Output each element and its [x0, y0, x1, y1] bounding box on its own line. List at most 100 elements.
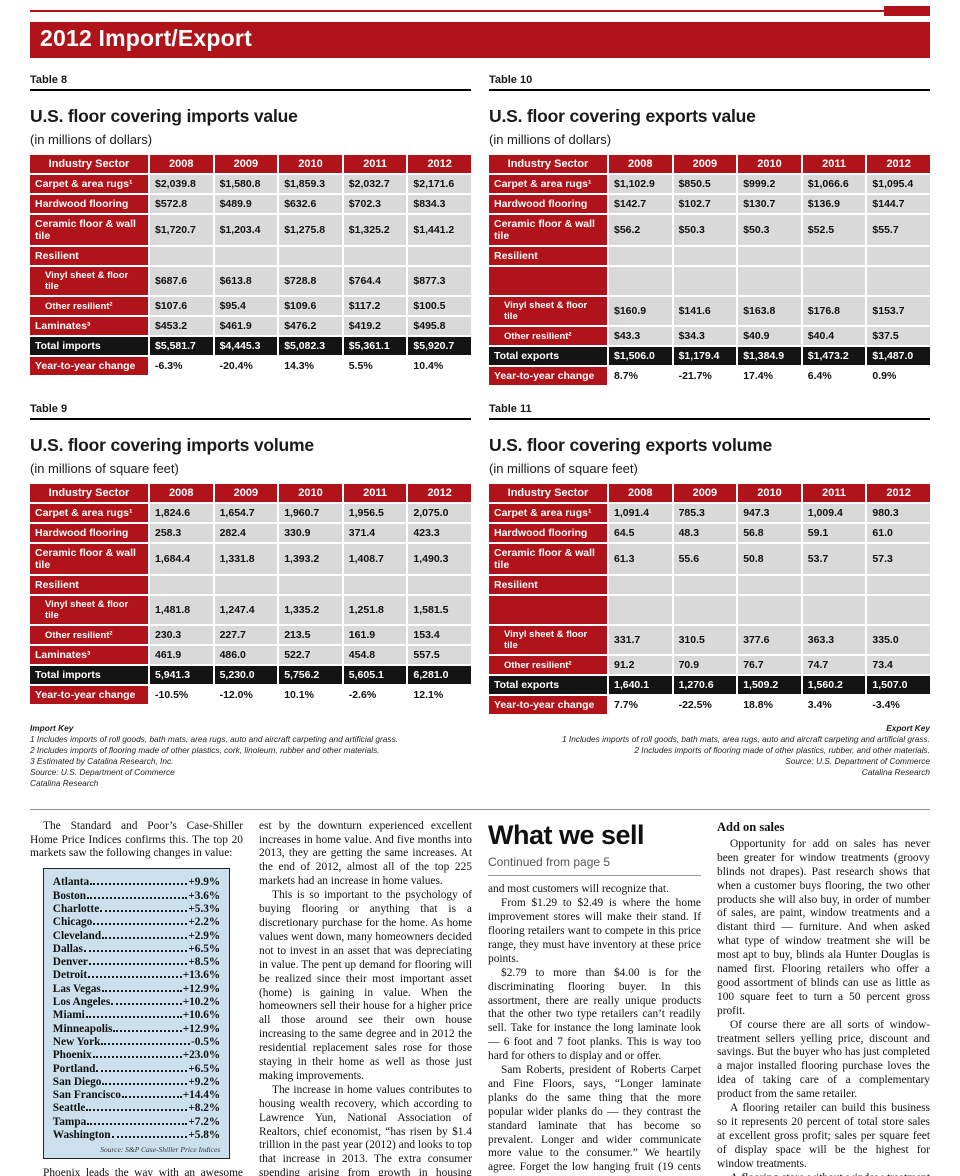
data-cell: 423.3 [408, 524, 471, 542]
city-change-value: +23.0% [182, 1049, 221, 1062]
data-cell: $1,441.2 [408, 215, 471, 245]
data-cell: 10.1% [279, 686, 342, 704]
data-cell: $50.3 [738, 215, 801, 245]
article-paragraph: Sam Roberts, president of Roberts Carpet… [488, 1064, 701, 1176]
city-name: Minneapolis [52, 1022, 113, 1035]
column-header-year: 2011 [343, 155, 407, 173]
data-cell: $40.9 [738, 327, 801, 345]
data-cell: -22.5% [673, 696, 737, 714]
column-header-year: 2009 [214, 484, 278, 502]
table-title: U.S. floor covering exports volume [489, 435, 772, 455]
row-label-carpet-area-rugs: Carpet & area rugs¹ [489, 175, 607, 193]
data-cell: 522.7 [279, 646, 342, 664]
dot-leader [85, 1016, 182, 1019]
city-name: New York [52, 1035, 101, 1048]
dot-leader [88, 976, 182, 979]
row-label-vinyl-sheet-floor-tile: Vinyl sheet & floor tile [489, 297, 607, 325]
row-label-carpet-area-rugs: Carpet & area rugs¹ [30, 175, 148, 193]
dot-leader [100, 909, 188, 912]
export-key-line: Catalina Research [861, 766, 930, 777]
city-change-value: +10.6% [182, 1009, 221, 1022]
dot-leader [101, 989, 182, 992]
data-cell: 371.4 [343, 524, 407, 542]
row-label-hardwood-flooring: Hardwood flooring [489, 524, 607, 542]
article-section: The Standard and Poor’s Case-Shiller Hom… [30, 820, 930, 1176]
data-cell: -10.5% [150, 686, 213, 704]
city-row: Atlanta +9.9% [53, 876, 220, 889]
dot-leader [83, 949, 188, 952]
city-name: Los Angeles [52, 996, 111, 1009]
footnote-keys: Import Key 1 Includes imports of roll go… [30, 723, 930, 789]
row-label-ceramic-floor-wall-tile: Ceramic floor & wall tile [30, 544, 148, 574]
data-cell: 0.9% [867, 367, 930, 385]
table-grid: Industry Sector 2008 2009 2010 2011 2012 Carpe… [489, 155, 930, 385]
table-11-exports-volume: Table 11 U.S. floor covering exports vol… [489, 403, 930, 714]
column-header-year: 2008 [609, 155, 672, 173]
row-label-other-resilient: Other resilient² [30, 626, 148, 644]
data-cell: $489.9 [214, 195, 278, 213]
data-cell: $34.3 [673, 327, 737, 345]
article-paragraph: Phoenix leads the way with an awesome +2… [43, 1167, 243, 1176]
data-cell: $1,859.3 [279, 175, 342, 193]
data-cell: $56.2 [609, 215, 672, 245]
data-cell: 1,393.2 [279, 544, 342, 574]
data-cell: $461.9 [214, 317, 278, 335]
import-key-title: Import Key [30, 723, 74, 733]
city-change-value: +13.6% [182, 969, 221, 982]
data-cell: 486.0 [214, 646, 278, 664]
data-cell: $999.2 [738, 175, 801, 193]
column-header-year: 2011 [802, 484, 866, 502]
data-cell: $476.2 [279, 317, 342, 335]
article-column-4: Add on sales Opportunity for add on sale… [717, 820, 930, 1176]
data-cell [867, 267, 930, 295]
data-cell: $1,580.8 [214, 175, 278, 193]
data-cell [867, 247, 930, 265]
column-header-year: 2008 [609, 484, 672, 502]
row-label-ceramic-floor-wall-tile: Ceramic floor & wall tile [30, 215, 148, 245]
column-header-year: 2010 [738, 155, 801, 173]
data-cell: 12.1% [408, 686, 471, 704]
data-cell: 1,560.2 [802, 676, 866, 694]
row-label-hardwood-flooring: Hardwood flooring [30, 524, 148, 542]
data-cell: 454.8 [343, 646, 407, 664]
export-key: Export Key 1 Includes imports of roll go… [489, 723, 930, 789]
data-cell: 377.6 [738, 626, 801, 654]
data-cell [802, 596, 866, 624]
data-cell: 980.3 [867, 504, 930, 522]
dot-leader [87, 1122, 188, 1125]
dot-leader [102, 1082, 188, 1085]
city-change-value: +6.5% [188, 942, 221, 955]
data-cell: $764.4 [343, 267, 407, 295]
data-cell: 1,481.8 [150, 596, 213, 624]
data-cell [609, 576, 672, 594]
row-label-total-imports: Total imports [30, 337, 148, 355]
data-cell: 73.4 [867, 656, 930, 674]
city-change-value: +9.9% [188, 876, 221, 889]
column-header-sector: Industry Sector [30, 484, 148, 502]
row-label-spacer [489, 596, 607, 624]
column-header-year: 2012 [867, 484, 930, 502]
dot-leader [93, 923, 188, 926]
column-header-year: 2008 [150, 155, 213, 173]
data-cell: $50.3 [673, 215, 737, 245]
article-paragraph: Opportunity for add on sales has never b… [717, 837, 930, 1017]
import-key-line: 1 Includes imports of roll goods, bath m… [30, 733, 399, 744]
table-subtitle: (in millions of dollars) [489, 132, 612, 147]
city-name: Washington [52, 1128, 111, 1141]
city-row: Cleveland +2.9% [53, 930, 220, 943]
data-cell [673, 267, 737, 295]
data-cell: $1,506.0 [609, 347, 672, 365]
table-label: Table 10 [489, 74, 533, 86]
article-column-3: What we sell Continued from page 5 and m… [488, 820, 701, 1176]
city-row: Seattle +8.2% [53, 1102, 220, 1115]
data-cell: $5,361.1 [343, 337, 407, 355]
data-cell: 1,684.4 [150, 544, 213, 574]
city-name: Detroit [52, 969, 88, 982]
data-cell: -21.7% [673, 367, 737, 385]
column-header-year: 2012 [867, 155, 930, 173]
data-cell [343, 576, 407, 594]
data-cell: 50.8 [738, 544, 801, 574]
dot-leader [102, 936, 188, 939]
data-cell: 48.3 [673, 524, 737, 542]
column-header-year: 2009 [673, 484, 737, 502]
